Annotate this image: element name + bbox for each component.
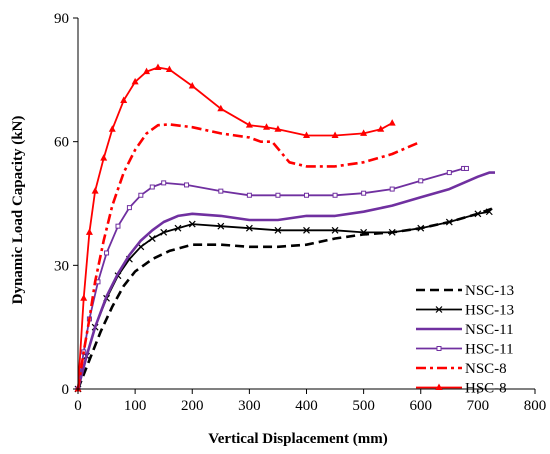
data-point-hsc-13: [217, 222, 225, 230]
x-tick-label: 300: [238, 398, 261, 414]
legend-marker: [436, 346, 442, 351]
data-point-hsc-8: [274, 125, 282, 132]
data-point-hsc-11: [138, 192, 144, 198]
series-line-nsc-11: [76, 171, 495, 390]
legend-label: HSC-13: [465, 303, 514, 319]
data-point-hsc-11: [275, 192, 281, 198]
legend: NSC-13 HSC-13 NSC-11 HSC-11 NSC-8 HSC-8: [416, 283, 514, 397]
data-point-hsc-13: [417, 224, 425, 232]
data-point-hsc-8: [263, 123, 271, 130]
data-point-hsc-8: [154, 63, 162, 70]
data-point-hsc-8: [80, 294, 88, 301]
x-tick-label: 200: [181, 398, 204, 414]
x-tick-label: 400: [295, 398, 318, 414]
legend-item-hsc-13: HSC-13: [416, 303, 514, 319]
data-point-hsc-13: [148, 235, 156, 242]
data-point-hsc-8: [388, 119, 396, 126]
series-line-hsc-11: [77, 167, 467, 390]
y-tick-label: 60: [54, 135, 69, 151]
data-point-hsc-11: [418, 178, 424, 184]
data-point-hsc-13: [274, 226, 282, 234]
data-point-hsc-8: [108, 125, 116, 132]
data-point-hsc-11: [126, 205, 132, 211]
data-point-hsc-13: [445, 218, 453, 226]
legend-label: NSC-13: [465, 283, 514, 299]
data-point-hsc-8: [360, 129, 368, 136]
series-line-hsc-8: [77, 66, 393, 390]
data-point-hsc-11: [304, 192, 309, 198]
data-point-hsc-11: [218, 188, 224, 194]
data-point-hsc-11: [463, 165, 469, 171]
data-point-hsc-11: [361, 190, 367, 196]
data-point-hsc-8: [143, 67, 151, 75]
series-hsc-13: [74, 208, 493, 393]
data-point-hsc-13: [160, 228, 168, 236]
x-tick-label: 800: [524, 398, 547, 414]
data-point-hsc-13: [485, 208, 493, 216]
data-point-hsc-8: [245, 121, 253, 128]
data-point-hsc-11: [446, 170, 452, 176]
data-point-hsc-11: [104, 250, 110, 256]
series-nsc-11: [76, 171, 495, 390]
data-point-hsc-11: [115, 223, 121, 229]
tick-labels: 0 100 200 300 400 500 600 700 800 0 30 60 90: [54, 11, 546, 414]
legend-label: NSC-11: [465, 322, 514, 338]
data-point-hsc-13: [360, 228, 368, 236]
x-axis-title: Vertical Displacement (mm): [208, 431, 387, 447]
legend-item-nsc-8: NSC-8: [416, 361, 507, 377]
data-point-hsc-11: [149, 184, 155, 190]
data-point-hsc-8: [377, 125, 385, 132]
axes: [73, 17, 536, 394]
data-point-hsc-8: [91, 187, 99, 194]
data-point-hsc-8: [85, 228, 93, 235]
data-point-hsc-8: [131, 77, 139, 85]
series-line-nsc-8: [76, 123, 422, 390]
x-tick-label: 100: [124, 398, 147, 414]
data-point-hsc-11: [389, 186, 395, 192]
legend-item-nsc-11: NSC-11: [416, 322, 514, 338]
data-point-hsc-13: [188, 220, 196, 228]
legend-item-hsc-8: HSC-8: [416, 381, 507, 397]
x-tick-label: 700: [467, 398, 490, 414]
legend-marker: [435, 306, 443, 313]
data-point-hsc-11: [332, 192, 338, 198]
data-point-hsc-11: [184, 182, 190, 188]
series-line-nsc-13: [76, 206, 496, 390]
data-point-hsc-13: [245, 224, 253, 232]
legend-marker: [435, 383, 443, 390]
legend-item-hsc-11: HSC-11: [416, 342, 514, 358]
plot-marks: [74, 63, 496, 393]
data-point-hsc-8: [217, 104, 225, 112]
legend-item-nsc-13: NSC-13: [416, 283, 514, 299]
data-point-hsc-8: [100, 154, 108, 161]
data-point-hsc-8: [165, 65, 173, 73]
x-tick-label: 500: [352, 398, 375, 414]
y-tick-label: 30: [54, 258, 69, 274]
data-point-hsc-11: [161, 180, 167, 186]
y-axis-title: Dynamic Load Capacity (kN): [10, 116, 26, 305]
data-point-hsc-11: [246, 192, 252, 198]
x-tick-label: 0: [74, 398, 82, 414]
data-point-hsc-13: [474, 210, 482, 218]
y-tick-label: 90: [54, 11, 69, 27]
series-nsc-8: [76, 123, 422, 390]
x-tick-label: 600: [410, 398, 433, 414]
data-point-hsc-13: [174, 224, 182, 232]
data-point-hsc-13: [388, 228, 396, 236]
data-point-hsc-8: [188, 82, 196, 89]
data-point-hsc-13: [303, 226, 310, 234]
series-hsc-8: [74, 63, 396, 392]
data-point-hsc-13: [331, 226, 339, 234]
data-point-hsc-8: [120, 96, 128, 103]
series-nsc-13: [76, 206, 496, 390]
legend-label: NSC-8: [465, 361, 507, 377]
data-point-hsc-8: [303, 131, 310, 138]
series-line-hsc-13: [77, 210, 490, 390]
data-point-hsc-8: [331, 131, 339, 138]
y-tick-label: 0: [62, 382, 70, 398]
legend-label: HSC-8: [465, 381, 507, 397]
legend-label: HSC-11: [465, 342, 514, 358]
